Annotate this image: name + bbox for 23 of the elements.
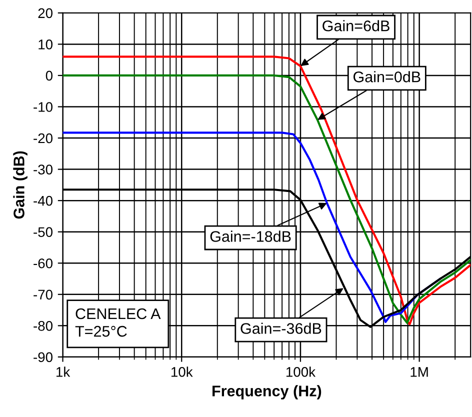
annotation: Gain=6dB (322, 20, 390, 32)
x-tick-label: 1k (56, 366, 70, 377)
y-tick-label: 20 (38, 8, 53, 18)
y-axis-title: Gain (dB) (13, 151, 28, 219)
y-tick-label: -20 (34, 133, 53, 144)
y-tick-label: -60 (34, 258, 53, 268)
y-tick-label: 0 (46, 70, 53, 81)
annotation: Gain=-36dB (240, 322, 322, 334)
annotation: Gain=0dB (353, 71, 420, 82)
y-tick-label: -50 (34, 227, 53, 238)
y-tick-label: -10 (34, 102, 53, 112)
y-tick-label: -80 (34, 321, 53, 331)
y-tick-label: -40 (34, 196, 53, 206)
annotation: Gain=-18dB (210, 230, 291, 242)
y-tick-label: 10 (38, 40, 53, 50)
y-tick-label: -30 (34, 164, 53, 174)
annotation: CENELEC A T=25°C (75, 308, 161, 337)
x-tick-label: 100k (286, 366, 316, 377)
y-tick-label: -70 (34, 290, 53, 300)
x-axis-title: Frequency (Hz) (212, 385, 322, 400)
y-tick-label: -90 (34, 352, 53, 362)
x-tick-label: 10k (171, 366, 193, 377)
x-tick-label: 1M (410, 367, 428, 377)
